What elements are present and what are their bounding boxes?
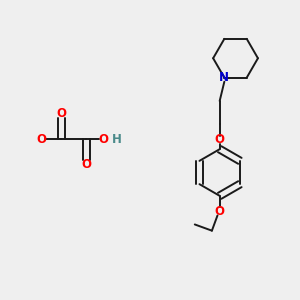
Text: O: O (98, 133, 108, 146)
Text: H: H (112, 133, 121, 146)
Text: O: O (215, 133, 225, 146)
Text: O: O (81, 158, 91, 171)
Text: N: N (219, 71, 229, 84)
Text: O: O (215, 205, 225, 218)
Text: O: O (56, 107, 66, 120)
Text: O: O (36, 133, 46, 146)
